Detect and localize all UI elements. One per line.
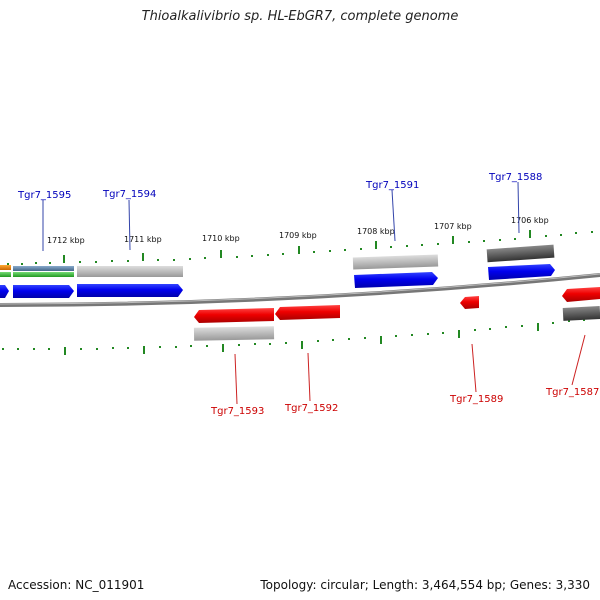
gene-label-reverse[interactable]: Tgr7_1593 xyxy=(210,406,264,417)
feature-gray-block-1594 xyxy=(77,266,183,277)
inner-tick-ring xyxy=(2,319,585,355)
feature-track-lower xyxy=(193,306,600,341)
scale-label-1710: 1710 kbp xyxy=(202,234,240,243)
gene-label-reverse[interactable]: Tgr7_1587 xyxy=(545,387,599,398)
feature-track-upper xyxy=(0,244,555,277)
genome-summary: Topology: circular; Length: 3,464,554 bp… xyxy=(260,578,590,592)
forward-gene-track xyxy=(0,264,555,298)
gene-label-reverse[interactable]: Tgr7_1589 xyxy=(449,394,503,405)
feature-dgray-block-1588 xyxy=(486,244,555,263)
feature-teal-block xyxy=(13,266,74,271)
gene-label-forward[interactable]: Tgr7_1594 xyxy=(102,189,156,200)
scale-label-1707: 1707 kbp xyxy=(434,222,472,231)
feature-gray-block-1593 xyxy=(193,326,275,341)
gene-label-reverse[interactable]: Tgr7_1592 xyxy=(284,403,338,414)
reverse-gene-arrow[interactable] xyxy=(275,305,340,320)
gene-label-forward[interactable]: Tgr7_1588 xyxy=(488,172,542,183)
label-leaders xyxy=(42,181,586,405)
scale-label-1711: 1711 kbp xyxy=(124,235,162,244)
map-title: Thioalkalivibrio sp. HL-EbGR7, complete … xyxy=(141,9,459,24)
genome-backbone xyxy=(0,273,600,307)
reverse-gene-track xyxy=(194,287,600,323)
feature-green-block xyxy=(13,272,74,277)
feature-orange-strip xyxy=(0,265,11,270)
reverse-gene-arrow[interactable] xyxy=(194,308,274,323)
feature-green-strip xyxy=(0,272,11,277)
forward-gene-arrow[interactable] xyxy=(13,285,74,298)
forward-gene-arrow[interactable] xyxy=(0,285,9,298)
genome-backbone-highlight xyxy=(0,273,600,305)
accession-info: Accession: NC_011901 xyxy=(8,578,145,592)
feature-dgray-block-1587 xyxy=(562,306,600,321)
forward-gene-arrow[interactable] xyxy=(354,272,438,288)
scale-label-1712: 1712 kbp xyxy=(47,236,85,245)
reverse-gene-arrow[interactable] xyxy=(460,296,479,309)
gene-label-forward[interactable]: Tgr7_1591 xyxy=(365,180,419,191)
gene-label-forward[interactable]: Tgr7_1595 xyxy=(17,190,71,201)
forward-gene-arrow[interactable] xyxy=(488,264,555,280)
outer-tick-ring xyxy=(7,230,593,265)
scale-label-1706: 1706 kbp xyxy=(511,216,549,225)
feature-gray-block-1591 xyxy=(352,254,439,270)
reverse-gene-arrow[interactable] xyxy=(562,287,600,302)
scale-label-1709: 1709 kbp xyxy=(279,231,317,240)
forward-gene-arrow[interactable] xyxy=(77,284,183,297)
scale-label-1708: 1708 kbp xyxy=(357,227,395,236)
